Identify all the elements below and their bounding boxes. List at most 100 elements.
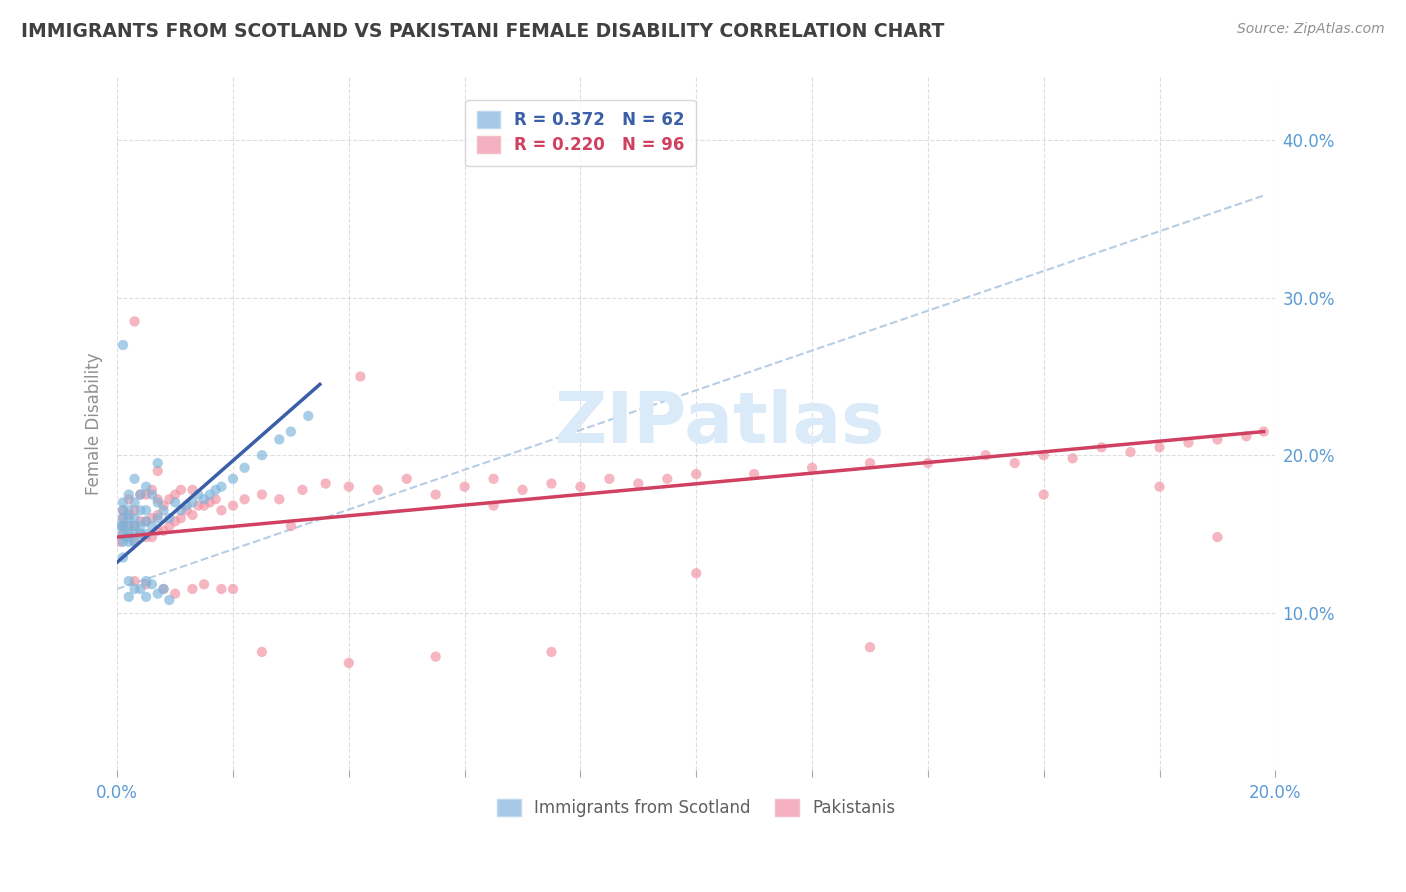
Point bbox=[152, 499, 174, 513]
Point bbox=[280, 519, 302, 533]
Point bbox=[124, 534, 146, 549]
Point bbox=[157, 519, 180, 533]
Text: Source: ZipAtlas.com: Source: ZipAtlas.com bbox=[1237, 22, 1385, 37]
Point bbox=[859, 456, 882, 470]
Point bbox=[1149, 480, 1171, 494]
Point bbox=[193, 499, 215, 513]
Point bbox=[367, 483, 389, 497]
Point bbox=[135, 577, 157, 591]
Point bbox=[1032, 487, 1054, 501]
Y-axis label: Female Disability: Female Disability bbox=[86, 352, 103, 495]
Point bbox=[135, 514, 157, 528]
Point bbox=[108, 519, 131, 533]
Point bbox=[118, 519, 141, 533]
Point bbox=[124, 511, 146, 525]
Point bbox=[540, 645, 562, 659]
Point bbox=[124, 314, 146, 328]
Point bbox=[111, 511, 134, 525]
Point bbox=[115, 530, 138, 544]
Point bbox=[181, 582, 204, 596]
Point bbox=[146, 456, 169, 470]
Point bbox=[141, 483, 163, 497]
Point bbox=[742, 467, 765, 481]
Point bbox=[111, 527, 134, 541]
Point bbox=[141, 487, 163, 501]
Point bbox=[170, 511, 193, 525]
Point bbox=[141, 577, 163, 591]
Point bbox=[146, 508, 169, 522]
Point bbox=[157, 492, 180, 507]
Point bbox=[269, 433, 291, 447]
Point bbox=[135, 527, 157, 541]
Point bbox=[124, 495, 146, 509]
Point bbox=[124, 519, 146, 533]
Point bbox=[685, 467, 707, 481]
Point bbox=[395, 472, 418, 486]
Point bbox=[141, 511, 163, 525]
Point bbox=[170, 503, 193, 517]
Point bbox=[129, 487, 152, 501]
Point bbox=[801, 460, 824, 475]
Point bbox=[111, 527, 134, 541]
Point bbox=[1004, 456, 1026, 470]
Point bbox=[181, 483, 204, 497]
Point bbox=[141, 519, 163, 533]
Point bbox=[165, 495, 187, 509]
Point bbox=[181, 495, 204, 509]
Point bbox=[118, 492, 141, 507]
Point bbox=[146, 524, 169, 538]
Point bbox=[193, 492, 215, 507]
Point bbox=[108, 534, 131, 549]
Point bbox=[165, 514, 187, 528]
Point bbox=[349, 369, 371, 384]
Point bbox=[141, 530, 163, 544]
Point bbox=[111, 511, 134, 525]
Point bbox=[152, 582, 174, 596]
Point bbox=[233, 492, 256, 507]
Point bbox=[124, 527, 146, 541]
Point bbox=[1149, 440, 1171, 454]
Point bbox=[598, 472, 620, 486]
Point bbox=[165, 487, 187, 501]
Point bbox=[198, 495, 221, 509]
Point bbox=[129, 514, 152, 528]
Point bbox=[974, 448, 997, 462]
Point bbox=[152, 503, 174, 517]
Point bbox=[157, 511, 180, 525]
Point bbox=[453, 480, 475, 494]
Point bbox=[222, 582, 245, 596]
Point bbox=[118, 508, 141, 522]
Point bbox=[1206, 433, 1229, 447]
Point bbox=[337, 480, 360, 494]
Point bbox=[297, 409, 319, 423]
Point bbox=[1234, 429, 1257, 443]
Point bbox=[181, 508, 204, 522]
Point bbox=[129, 582, 152, 596]
Point bbox=[135, 574, 157, 588]
Point bbox=[685, 566, 707, 581]
Point bbox=[250, 645, 273, 659]
Point bbox=[124, 519, 146, 533]
Point bbox=[1206, 530, 1229, 544]
Point bbox=[118, 527, 141, 541]
Point bbox=[198, 487, 221, 501]
Point bbox=[209, 480, 232, 494]
Point bbox=[917, 456, 939, 470]
Point bbox=[152, 582, 174, 596]
Point bbox=[222, 499, 245, 513]
Point bbox=[135, 503, 157, 517]
Point bbox=[146, 464, 169, 478]
Point bbox=[170, 483, 193, 497]
Point bbox=[569, 480, 592, 494]
Point bbox=[187, 487, 209, 501]
Point bbox=[111, 519, 134, 533]
Point bbox=[152, 524, 174, 538]
Point bbox=[124, 582, 146, 596]
Point bbox=[1253, 425, 1275, 439]
Point bbox=[512, 483, 534, 497]
Point bbox=[118, 590, 141, 604]
Point bbox=[209, 503, 232, 517]
Point bbox=[118, 530, 141, 544]
Point bbox=[1119, 445, 1142, 459]
Point bbox=[222, 472, 245, 486]
